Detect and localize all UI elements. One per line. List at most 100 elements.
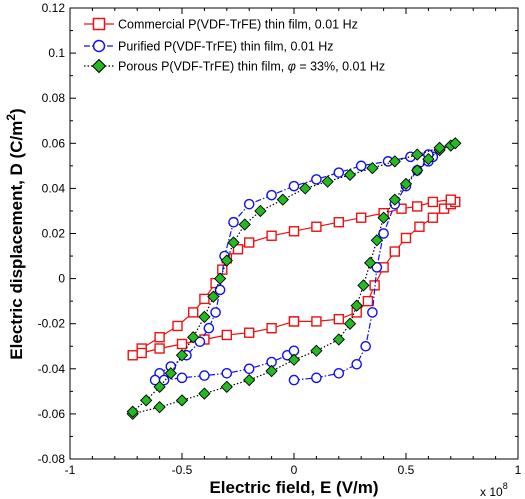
x-tick-label: -0.5	[172, 463, 193, 477]
data-point	[187, 307, 199, 318]
data-point	[321, 175, 334, 188]
data-point	[243, 327, 255, 338]
data-point	[412, 201, 423, 212]
data-point	[254, 204, 267, 218]
data-point	[210, 307, 221, 318]
data-point	[221, 329, 233, 341]
data-point	[136, 347, 147, 359]
data-point	[357, 279, 370, 292]
data-point	[445, 194, 456, 205]
data-point	[176, 372, 188, 384]
data-point	[351, 358, 363, 370]
data-point	[126, 405, 139, 418]
x-axis-multiplier: x 108	[480, 481, 508, 499]
x-tick-label: -1	[65, 463, 76, 477]
legend-item-porous: Porous P(VDF-TrFE) thin film, φ = 33%, 0…	[84, 58, 385, 74]
data-point	[214, 284, 226, 296]
data-point	[153, 380, 166, 393]
series-line	[132, 199, 457, 356]
data-point	[366, 161, 379, 175]
data-point	[213, 272, 227, 285]
data-point	[238, 218, 251, 231]
y-axis-title: Electric displacement, D (C/m2)	[4, 108, 26, 359]
data-point	[175, 394, 189, 407]
legend-item-purified: Purified P(VDF-TrFE) thin film, 0.01 Hz	[84, 40, 334, 54]
data-point	[427, 196, 439, 208]
data-point	[333, 167, 345, 178]
legend-label-purified: Purified P(VDF-TrFE) thin film, 0.01 Hz	[118, 40, 334, 54]
data-point	[227, 236, 240, 249]
y-tick-label: 0.1	[48, 46, 65, 60]
data-point	[343, 168, 357, 182]
data-point	[427, 212, 439, 223]
data-point	[158, 374, 170, 386]
data-point	[198, 387, 211, 400]
y-tick-label: -0.08	[38, 452, 66, 466]
data-point	[350, 299, 363, 312]
x-axis-title: Electric field, E (V/m)	[209, 478, 378, 497]
data-point	[370, 234, 384, 247]
data-point	[364, 256, 377, 269]
axis-ticks: -1 -0.5 0 0.5 1 -0.08 -0.06 -0.04 -0.02 0 0.02 0.04…	[38, 1, 522, 477]
series-diamond	[126, 137, 462, 421]
y-tick-label: -0.06	[38, 407, 66, 421]
series-circle	[149, 149, 439, 386]
data-point	[367, 307, 378, 318]
data-point	[333, 368, 345, 379]
data-point	[243, 373, 256, 387]
data-point	[288, 316, 300, 327]
data-point	[243, 237, 255, 248]
data-point	[343, 317, 357, 330]
data-point	[310, 344, 323, 357]
data-point	[187, 331, 200, 344]
y-tick-label: -0.04	[38, 362, 66, 376]
legend-item-commercial: Commercial P(VDF-TrFE) thin film, 0.01 H…	[84, 18, 358, 32]
data-point	[311, 372, 322, 384]
data-point	[127, 350, 138, 361]
y-tick-label: 0	[58, 272, 65, 286]
x-tick-label: 0	[291, 463, 298, 477]
data-point	[311, 221, 322, 232]
y-tick-label: 0.02	[42, 227, 66, 241]
data-point	[276, 193, 289, 206]
data-point	[299, 182, 312, 195]
data-point	[199, 293, 210, 305]
data-point	[199, 370, 210, 381]
data-point	[362, 295, 374, 307]
data-point	[228, 216, 239, 228]
data-point	[220, 380, 233, 393]
data-point	[414, 221, 425, 232]
data-point	[154, 343, 165, 354]
data-point	[433, 141, 446, 154]
data-point	[176, 338, 188, 350]
series-layer	[126, 137, 462, 421]
x-tick-label: 1	[515, 463, 522, 477]
data-point	[377, 211, 390, 224]
y-tick-label: 0.12	[42, 1, 66, 15]
x-tick-label: 0.5	[398, 463, 415, 477]
data-point	[411, 164, 424, 177]
data-point	[288, 226, 300, 237]
y-tick-label: 0.04	[42, 181, 66, 195]
data-point	[371, 262, 383, 273]
data-point	[449, 137, 462, 150]
data-point	[287, 353, 301, 366]
data-point	[164, 367, 177, 380]
data-point	[356, 212, 367, 223]
y-tick-label: -0.02	[38, 317, 66, 331]
data-point	[400, 232, 412, 244]
data-point	[411, 148, 424, 161]
data-point	[266, 189, 277, 201]
data-point	[266, 230, 277, 241]
data-point	[154, 332, 165, 343]
data-point	[207, 290, 220, 303]
data-point	[232, 244, 244, 255]
series-square	[127, 194, 461, 361]
legend-label-porous: Porous P(VDF-TrFE) thin film, φ = 33%, 0…	[118, 60, 385, 74]
data-point	[389, 246, 400, 257]
data-point	[360, 340, 371, 352]
y-tick-label: 0.08	[42, 91, 66, 105]
y-tick-label: 0.06	[42, 136, 66, 150]
data-point	[355, 160, 367, 172]
